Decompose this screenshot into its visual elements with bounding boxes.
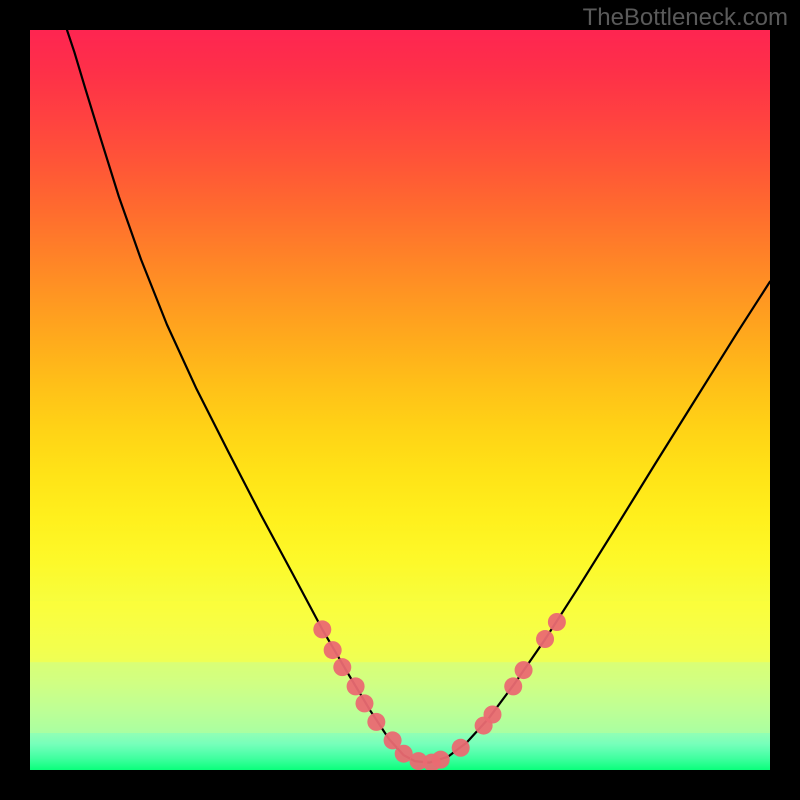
chart-frame: TheBottleneck.com: [0, 0, 800, 800]
curve-marker: [355, 694, 373, 712]
curve-marker: [313, 620, 331, 638]
overlay-band: [30, 663, 770, 733]
curve-marker: [333, 658, 351, 676]
curve-marker: [452, 739, 470, 757]
curve-marker: [504, 677, 522, 695]
curve-marker: [347, 677, 365, 695]
curve-marker: [432, 751, 450, 769]
overlay-bands: [30, 601, 770, 733]
curve-marker: [367, 713, 385, 731]
attribution-text: TheBottleneck.com: [583, 4, 788, 32]
curve-marker: [548, 613, 566, 631]
overlay-band: [30, 601, 770, 662]
curve-marker: [484, 706, 502, 724]
bottleneck-curve-chart: [30, 30, 770, 770]
curve-marker: [515, 661, 533, 679]
curve-marker: [536, 630, 554, 648]
curve-marker: [324, 641, 342, 659]
